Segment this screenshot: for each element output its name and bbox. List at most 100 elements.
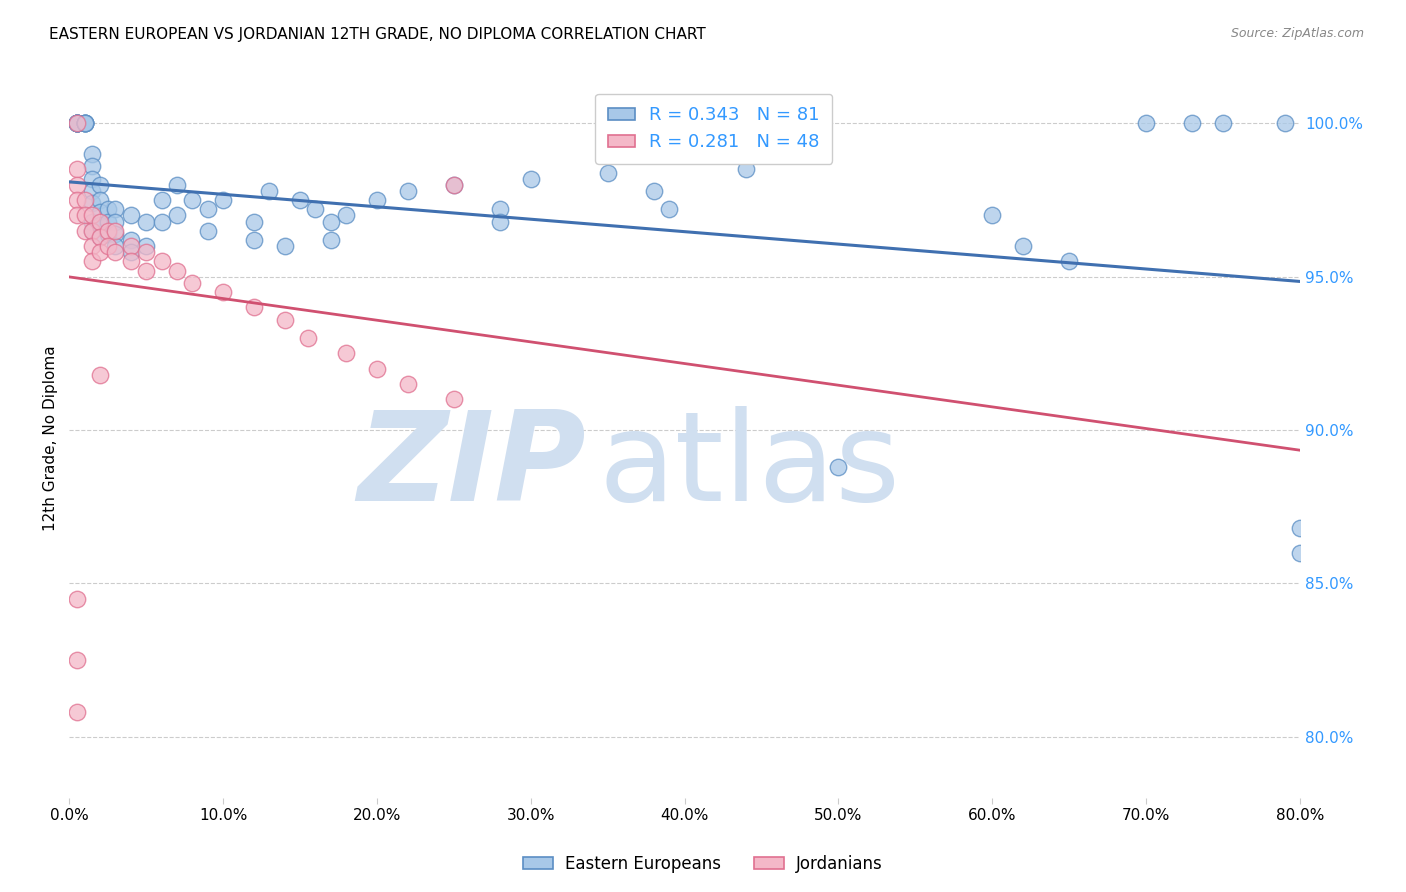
Text: atlas: atlas xyxy=(599,406,901,527)
Point xyxy=(150,254,173,268)
Point xyxy=(489,202,512,217)
Point xyxy=(89,205,111,219)
Point xyxy=(135,214,157,228)
Point xyxy=(1212,116,1234,130)
Point xyxy=(82,224,104,238)
Point xyxy=(104,224,127,238)
Point xyxy=(73,116,96,130)
Point xyxy=(120,239,142,253)
Point xyxy=(66,116,89,130)
Point xyxy=(66,116,89,130)
Point xyxy=(73,209,96,223)
Point xyxy=(981,209,1004,223)
Point xyxy=(243,233,266,247)
Point xyxy=(66,193,89,207)
Text: ZIP: ZIP xyxy=(357,406,586,527)
Point xyxy=(243,214,266,228)
Point xyxy=(97,202,120,217)
Point xyxy=(120,254,142,268)
Point xyxy=(135,239,157,253)
Point xyxy=(66,209,89,223)
Point xyxy=(297,331,319,345)
Point xyxy=(319,233,342,247)
Point xyxy=(89,245,111,260)
Point xyxy=(73,116,96,130)
Point xyxy=(181,193,204,207)
Point xyxy=(89,178,111,192)
Point xyxy=(288,193,311,207)
Point xyxy=(366,193,388,207)
Point xyxy=(104,214,127,228)
Point xyxy=(443,392,465,407)
Point xyxy=(443,178,465,192)
Point xyxy=(66,591,89,606)
Point xyxy=(89,368,111,382)
Point xyxy=(82,147,104,161)
Point xyxy=(443,178,465,192)
Point xyxy=(166,209,188,223)
Point xyxy=(150,214,173,228)
Point xyxy=(212,193,235,207)
Point xyxy=(73,193,96,207)
Text: EASTERN EUROPEAN VS JORDANIAN 12TH GRADE, NO DIPLOMA CORRELATION CHART: EASTERN EUROPEAN VS JORDANIAN 12TH GRADE… xyxy=(49,27,706,42)
Point xyxy=(89,230,111,244)
Point xyxy=(150,193,173,207)
Point xyxy=(82,171,104,186)
Point xyxy=(643,184,665,198)
Point xyxy=(66,162,89,177)
Point xyxy=(97,224,120,238)
Point xyxy=(82,209,104,223)
Point xyxy=(66,116,89,130)
Point xyxy=(97,227,120,241)
Point xyxy=(396,377,419,392)
Point xyxy=(89,193,111,207)
Point xyxy=(104,245,127,260)
Point xyxy=(273,312,295,326)
Point xyxy=(366,361,388,376)
Point xyxy=(304,202,326,217)
Point xyxy=(735,162,758,177)
Point xyxy=(66,178,89,192)
Point xyxy=(66,116,89,130)
Point xyxy=(273,239,295,253)
Point xyxy=(120,245,142,260)
Point xyxy=(66,653,89,667)
Point xyxy=(520,171,543,186)
Point xyxy=(396,184,419,198)
Point xyxy=(596,165,619,179)
Point xyxy=(197,224,219,238)
Point xyxy=(166,263,188,277)
Point xyxy=(166,178,188,192)
Legend: Eastern Europeans, Jordanians: Eastern Europeans, Jordanians xyxy=(516,848,890,880)
Point xyxy=(89,214,111,228)
Point xyxy=(1274,116,1296,130)
Point xyxy=(73,116,96,130)
Point xyxy=(82,196,104,211)
Point xyxy=(82,184,104,198)
Point xyxy=(104,227,127,241)
Point xyxy=(1289,521,1312,535)
Point xyxy=(827,459,849,474)
Point xyxy=(73,116,96,130)
Point xyxy=(335,209,357,223)
Point xyxy=(1057,254,1080,268)
Point xyxy=(197,202,219,217)
Point xyxy=(212,285,235,299)
Point xyxy=(135,245,157,260)
Point xyxy=(1012,239,1035,253)
Point xyxy=(181,276,204,290)
Point xyxy=(104,239,127,253)
Legend: R = 0.343   N = 81, R = 0.281   N = 48: R = 0.343 N = 81, R = 0.281 N = 48 xyxy=(595,94,832,164)
Point xyxy=(66,116,89,130)
Point xyxy=(104,202,127,217)
Point xyxy=(82,239,104,253)
Point xyxy=(120,233,142,247)
Point xyxy=(97,214,120,228)
Point xyxy=(135,263,157,277)
Point xyxy=(66,116,89,130)
Point xyxy=(89,230,111,244)
Point xyxy=(335,346,357,360)
Point xyxy=(489,214,512,228)
Text: Source: ZipAtlas.com: Source: ZipAtlas.com xyxy=(1230,27,1364,40)
Point xyxy=(66,705,89,719)
